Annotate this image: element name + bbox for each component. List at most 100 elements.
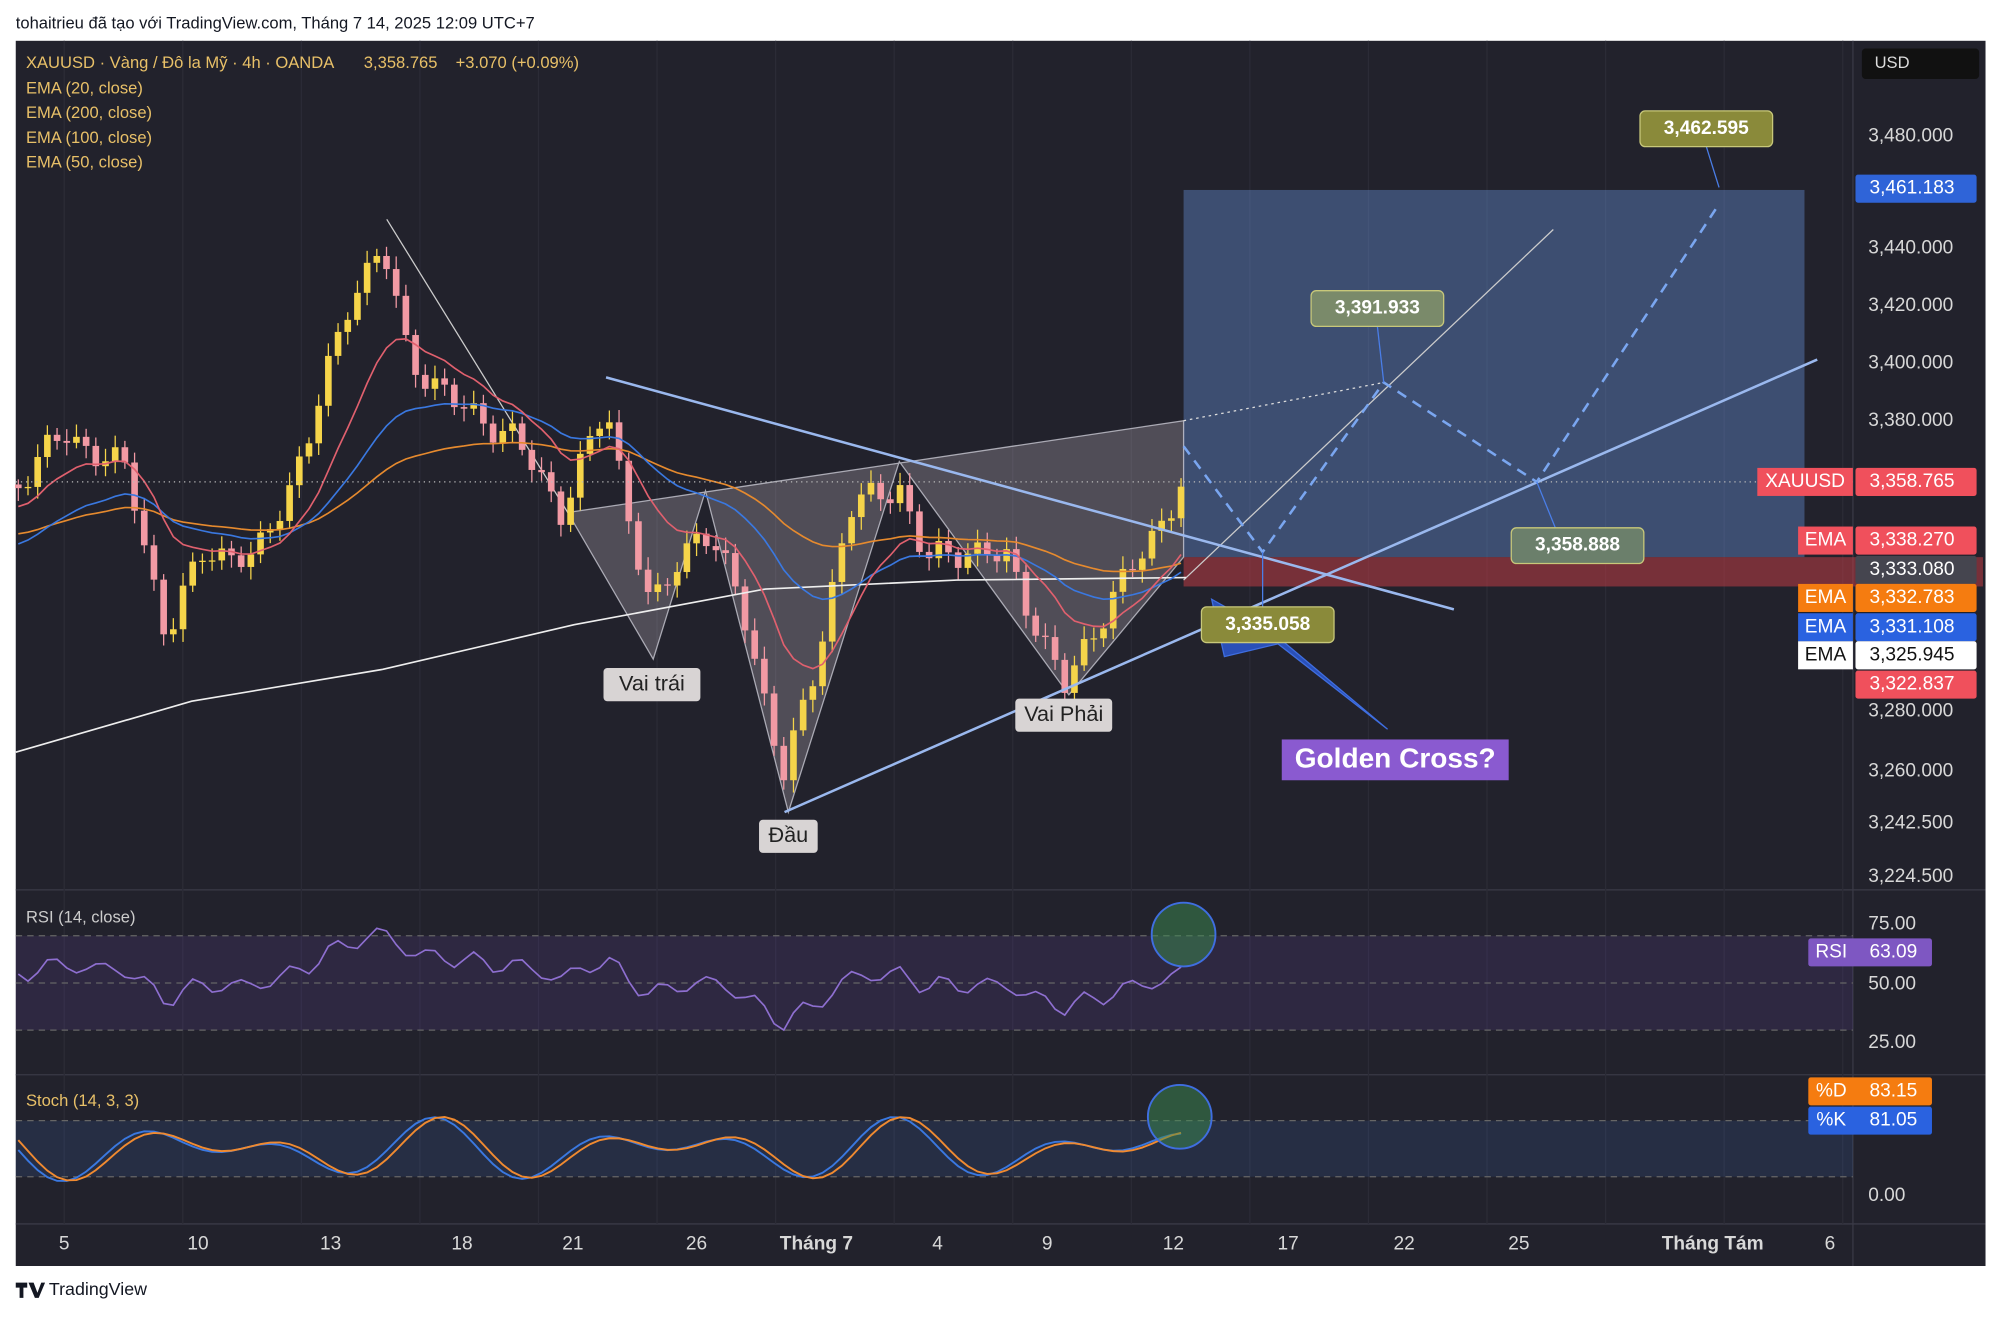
- price-badge-tag-text: XAUUSD: [1765, 471, 1845, 492]
- candle-body: [654, 584, 662, 592]
- candle-body: [877, 482, 884, 500]
- candle-body: [732, 553, 739, 587]
- candle-body: [82, 436, 90, 446]
- candle-body: [480, 403, 487, 424]
- candle-body: [421, 374, 429, 389]
- target-box: [1200, 606, 1335, 644]
- candle-body: [315, 405, 322, 444]
- candle-body: [1129, 568, 1136, 571]
- candle-body: [441, 378, 448, 385]
- candle-body: [1013, 549, 1020, 572]
- target-pointer: [1536, 481, 1557, 530]
- time-label: Tháng Tám: [1662, 1233, 1764, 1254]
- candle-body: [906, 485, 914, 512]
- candle-body: [683, 543, 691, 573]
- candle-body: [170, 629, 177, 635]
- candle-body: [576, 453, 584, 498]
- stoch-k: [17, 1116, 1182, 1182]
- candle-body: [431, 378, 439, 389]
- candle-body: [1042, 635, 1049, 638]
- note-box: [1281, 739, 1509, 781]
- time-label: 26: [686, 1233, 707, 1254]
- currency-button[interactable]: [1861, 48, 1980, 80]
- indicator-legend: EMA (200, close): [26, 103, 152, 122]
- price-badge-tag: [1798, 641, 1853, 670]
- candle-body: [131, 462, 138, 511]
- stoch-label: 0.00: [1868, 1185, 1905, 1206]
- ema-20: [18, 338, 1182, 670]
- rsi-label: 25.00: [1868, 1032, 1916, 1053]
- candle-body: [325, 355, 332, 406]
- candle-body: [1061, 659, 1069, 693]
- candle-body: [460, 407, 468, 409]
- candle-body: [199, 560, 206, 562]
- price-badge: [1855, 526, 1977, 555]
- candle-body: [993, 555, 1001, 562]
- note: Golden Cross?: [1295, 742, 1496, 773]
- pattern-box: [603, 668, 701, 702]
- pattern-box: [1015, 698, 1113, 732]
- candle-body: [276, 520, 284, 530]
- candle-body: [1032, 615, 1040, 636]
- candle-body: [1168, 518, 1175, 521]
- candle-body: [1138, 558, 1146, 570]
- target-label: 3,335.058: [1225, 614, 1310, 635]
- candle-body: [780, 745, 788, 781]
- indicator-legend: EMA (20, close): [26, 79, 143, 98]
- price-label: 3,280.000: [1868, 700, 1953, 721]
- price-badge-value: 3,333.080: [1870, 559, 1955, 580]
- candle-body: [509, 423, 516, 431]
- ema-50: [17, 402, 1182, 601]
- price-badge-tag-text: EMA: [1805, 616, 1847, 637]
- candle-body: [606, 422, 613, 429]
- candle-body: [392, 269, 400, 296]
- price-label: 3,420.000: [1868, 295, 1953, 316]
- candle-body: [257, 532, 264, 555]
- rsi-line: [17, 927, 1182, 1032]
- price-badge: [1855, 555, 1977, 584]
- price-badge-value: 3,332.783: [1870, 587, 1955, 608]
- candle-body: [712, 546, 720, 551]
- candle-body: [567, 497, 574, 525]
- candle-body: [809, 686, 817, 700]
- wave-line: [386, 218, 569, 513]
- target-zone: [1183, 189, 1805, 558]
- candle-body: [790, 730, 797, 781]
- candle-body: [53, 434, 61, 441]
- candle-body: [1148, 530, 1156, 559]
- symbol: XAUUSD · Vàng / Đô la Mỹ · 4h · OANDA: [26, 53, 335, 72]
- rsi-title: RSI (14, close): [26, 907, 136, 926]
- candle-body: [1022, 571, 1030, 616]
- target-pointer: [1376, 326, 1385, 383]
- candle-body: [470, 403, 478, 409]
- candle-body: [189, 561, 197, 586]
- stoch-value: 83.15: [1870, 1080, 1918, 1101]
- rsi-value: 63.09: [1870, 941, 1918, 962]
- stoch-badge: [1808, 1077, 1932, 1106]
- candle-body: [945, 541, 952, 553]
- price-label: 3,242.500: [1868, 813, 1953, 834]
- candle-body: [1051, 637, 1059, 660]
- currency[interactable]: USD: [1875, 53, 1910, 72]
- candle-body: [121, 447, 129, 463]
- candle-body: [896, 485, 904, 504]
- time-label: 10: [187, 1233, 208, 1254]
- time-label: Tháng 7: [780, 1233, 853, 1254]
- candle-body: [954, 552, 962, 568]
- candle-body: [751, 630, 759, 659]
- price-label: 3,440.000: [1868, 238, 1953, 259]
- candle-body: [1071, 665, 1078, 693]
- candle-body: [111, 447, 119, 462]
- target-label: 3,391.933: [1335, 298, 1420, 319]
- ema-100: [18, 441, 1182, 573]
- candle-body: [664, 584, 671, 586]
- price-badge-tag-text: EMA: [1805, 644, 1847, 665]
- target-box: [1510, 527, 1645, 565]
- candle-body: [489, 423, 497, 443]
- overlay: 3,462.595 3,391.933 3,358.888 3,335.058 Vai …: [15, 79, 1977, 1254]
- price-badge-tag: [1757, 467, 1853, 496]
- candle-body: [848, 517, 855, 544]
- candle-body: [964, 553, 972, 568]
